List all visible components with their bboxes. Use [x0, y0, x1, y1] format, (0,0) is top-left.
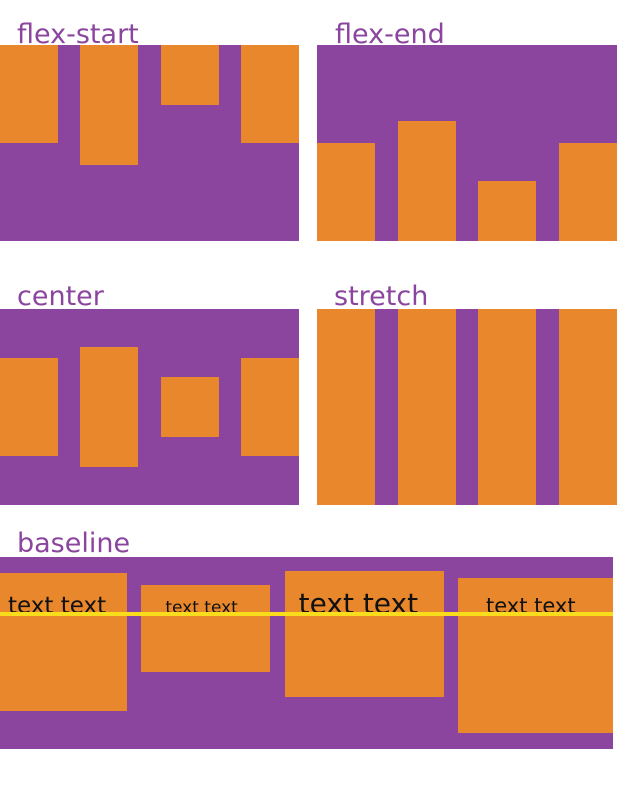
flex-container-stretch [317, 309, 617, 505]
panel-title-center: center [17, 281, 104, 312]
baseline-item: text text [284, 571, 444, 697]
flex-item [478, 309, 537, 505]
flex-item [0, 45, 58, 143]
flex-item [558, 309, 617, 505]
flex-item [160, 45, 219, 105]
flex-item [397, 309, 456, 505]
panel-center: center [0, 264, 299, 505]
flex-item [558, 143, 617, 241]
panel-flex-start: flex-start [0, 0, 299, 241]
flex-item [397, 121, 456, 241]
flex-container-flex-end [317, 45, 617, 241]
flex-item [317, 143, 375, 241]
baseline-item-text: text text [485, 594, 576, 618]
flex-container-flex-start [0, 45, 299, 241]
flex-item [478, 181, 537, 241]
panel-title-stretch: stretch [334, 281, 429, 312]
panel-title-baseline: baseline [17, 528, 131, 559]
flex-container-center [0, 309, 299, 505]
flex-item [317, 309, 375, 505]
baseline-item: text text [0, 573, 127, 711]
baseline-indicator-line [0, 612, 613, 616]
flex-item [0, 358, 58, 456]
flex-item [80, 347, 139, 467]
baseline-item-text: text text [8, 593, 107, 619]
flex-item [80, 45, 139, 165]
flex-item [240, 45, 299, 143]
baseline-item: text text [141, 585, 271, 672]
panel-flex-end: flex-end [317, 0, 617, 241]
flex-item [240, 358, 299, 456]
flex-container-baseline: text text text text text text text text [0, 557, 613, 749]
flex-item [160, 377, 219, 437]
baseline-item: text text [457, 578, 613, 733]
panel-title-flex-end: flex-end [335, 19, 445, 50]
panel-title-flex-start: flex-start [17, 19, 139, 50]
panel-stretch: stretch [317, 264, 617, 505]
panel-baseline: baseline text text text text text text t… [0, 530, 613, 749]
